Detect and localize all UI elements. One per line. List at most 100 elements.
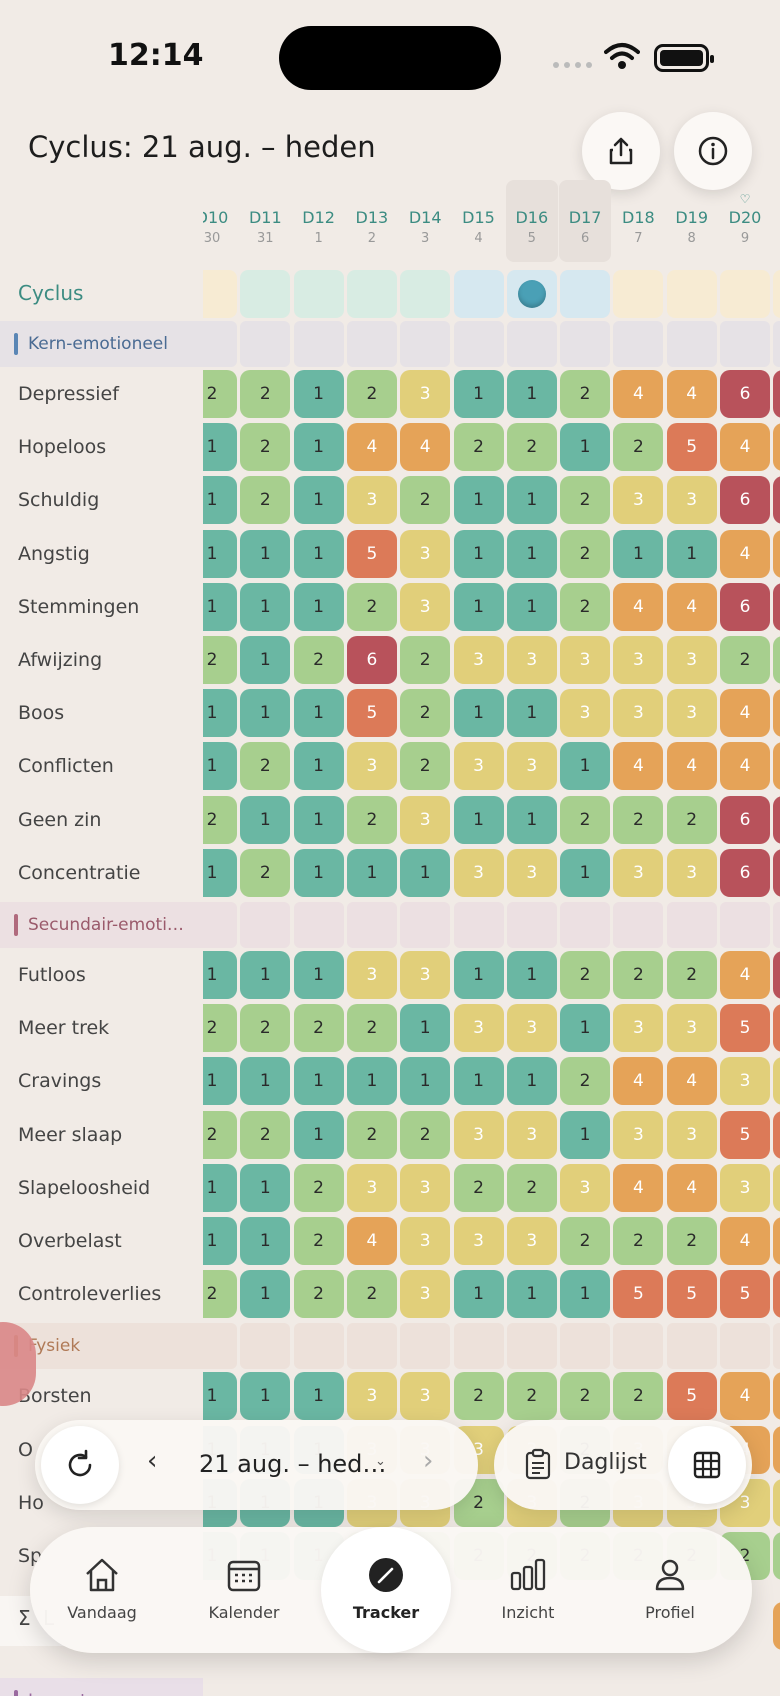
score-cell[interactable]: 3 (613, 1004, 664, 1053)
score-cell[interactable]: 3 (400, 529, 451, 578)
score-cell[interactable]: 4 (773, 423, 780, 472)
score-cell[interactable]: 4 (613, 1057, 664, 1106)
score-cell[interactable]: 5 (773, 1110, 780, 1159)
score-cell[interactable]: 2 (203, 636, 237, 684)
score-cell[interactable]: 3 (666, 1110, 717, 1159)
score-cell[interactable]: 4 (666, 1057, 717, 1106)
score-cell[interactable]: 1 (453, 370, 504, 418)
score-cell[interactable]: 2 (293, 636, 344, 684)
score-cell[interactable]: 4 (346, 423, 397, 472)
score-cell[interactable]: 1 (240, 689, 291, 738)
tab-inzicht[interactable]: Inzicht (463, 1527, 593, 1653)
score-cell[interactable]: 1 (293, 476, 344, 525)
score-cell[interactable]: 1 (506, 951, 557, 999)
score-cell[interactable]: 3 (773, 1478, 780, 1527)
score-cell[interactable]: 2 (773, 636, 780, 684)
score-cell[interactable]: 2 (203, 795, 237, 844)
score-cell[interactable]: 2 (346, 582, 397, 631)
score-cell[interactable]: 1 (666, 529, 717, 578)
score-cell[interactable]: 3 (720, 1057, 770, 1106)
score-cell[interactable]: 5 (666, 423, 717, 472)
score-cell[interactable]: 1 (560, 1270, 611, 1319)
share-button[interactable] (582, 112, 660, 190)
score-cell[interactable]: 1 (240, 795, 291, 844)
score-cell[interactable]: 2 (346, 795, 397, 844)
score-cell[interactable]: 1 (506, 795, 557, 844)
score-cell[interactable]: 1 (293, 423, 344, 472)
score-cell[interactable]: 1 (203, 742, 237, 791)
cycle-phase-cell[interactable] (293, 270, 344, 318)
score-cell[interactable]: 2 (720, 636, 770, 684)
score-cell[interactable]: 3 (773, 1057, 780, 1106)
score-cell[interactable]: 1 (240, 1372, 291, 1421)
score-cell[interactable]: 3 (453, 636, 504, 684)
score-cell[interactable]: 1 (293, 795, 344, 844)
score-cell[interactable]: 1 (240, 1163, 291, 1212)
score-cell[interactable]: 1 (560, 1110, 611, 1159)
score-cell[interactable]: 1 (203, 1057, 237, 1106)
score-cell[interactable]: 2 (240, 423, 291, 472)
score-cell[interactable]: 1 (293, 848, 344, 897)
score-cell[interactable]: 4 (773, 1217, 780, 1265)
score-cell[interactable]: 2 (453, 1163, 504, 1212)
score-cell[interactable]: 1 (293, 951, 344, 999)
cycle-phase-cell[interactable] (453, 270, 504, 318)
score-cell[interactable]: 1 (240, 1270, 291, 1319)
score-cell[interactable]: 4 (773, 1372, 780, 1421)
score-cell[interactable]: 2 (560, 582, 611, 631)
score-cell[interactable]: 3 (506, 742, 557, 791)
score-cell[interactable]: 3 (666, 689, 717, 738)
score-cell[interactable]: 6 (773, 795, 780, 844)
cycle-phase-cell[interactable] (560, 270, 611, 318)
score-cell[interactable]: 1 (293, 370, 344, 418)
score-cell[interactable]: 3 (613, 636, 664, 684)
tab-vandaag[interactable]: Vandaag (37, 1527, 167, 1653)
previous-cycle-button[interactable]: ‹ (147, 1446, 158, 1476)
refresh-button[interactable] (41, 1426, 119, 1504)
score-cell[interactable]: 1 (400, 1057, 451, 1106)
score-cell[interactable]: 6 (720, 848, 770, 897)
score-cell[interactable]: 2 (400, 636, 451, 684)
score-cell[interactable]: 1 (203, 476, 237, 525)
grid-view-button[interactable] (668, 1426, 746, 1504)
score-cell[interactable]: 5 (720, 1004, 770, 1053)
score-cell[interactable]: 1 (506, 1270, 557, 1319)
score-cell[interactable]: 2 (240, 370, 291, 418)
score-cell[interactable]: 3 (453, 742, 504, 791)
daglijst-button[interactable]: Daglijst (564, 1450, 647, 1475)
score-cell[interactable]: 1 (293, 529, 344, 578)
score-cell[interactable]: 1 (293, 1372, 344, 1421)
score-cell[interactable]: 2 (773, 1532, 780, 1580)
score-cell[interactable]: 3 (346, 1372, 397, 1421)
score-cell[interactable]: 4 (613, 1163, 664, 1212)
score-cell[interactable]: 1 (506, 689, 557, 738)
info-button[interactable] (674, 112, 752, 190)
score-cell[interactable]: 2 (293, 1270, 344, 1319)
score-cell[interactable]: 1 (613, 529, 664, 578)
score-cell[interactable]: 6 (720, 370, 770, 418)
score-cell[interactable]: 4 (720, 1372, 770, 1421)
score-cell[interactable]: 2 (293, 1004, 344, 1053)
score-cell[interactable]: 3 (346, 1163, 397, 1212)
score-cell[interactable]: 3 (506, 848, 557, 897)
score-cell[interactable]: 3 (773, 1163, 780, 1212)
score-cell[interactable]: 3 (613, 848, 664, 897)
score-cell[interactable]: 2 (560, 1217, 611, 1265)
score-cell[interactable]: 4 (666, 742, 717, 791)
score-cell[interactable]: 2 (666, 951, 717, 999)
cycle-phase-cell[interactable] (203, 270, 237, 318)
score-cell[interactable]: 1 (240, 1217, 291, 1265)
score-cell[interactable]: 1 (453, 582, 504, 631)
score-cell[interactable]: 2 (203, 1110, 237, 1159)
score-cell[interactable]: 4 (720, 423, 770, 472)
score-cell[interactable]: 1 (506, 529, 557, 578)
score-cell[interactable]: 1 (203, 529, 237, 578)
score-cell[interactable]: 3 (613, 476, 664, 525)
score-cell[interactable]: 4 (720, 689, 770, 738)
score-cell[interactable]: 4 (773, 742, 780, 791)
score-cell[interactable]: 2 (560, 1372, 611, 1421)
score-cell[interactable]: 1 (346, 848, 397, 897)
score-cell[interactable]: 2 (560, 1057, 611, 1106)
score-cell[interactable]: 1 (203, 951, 237, 999)
score-cell[interactable]: 1 (453, 1270, 504, 1319)
